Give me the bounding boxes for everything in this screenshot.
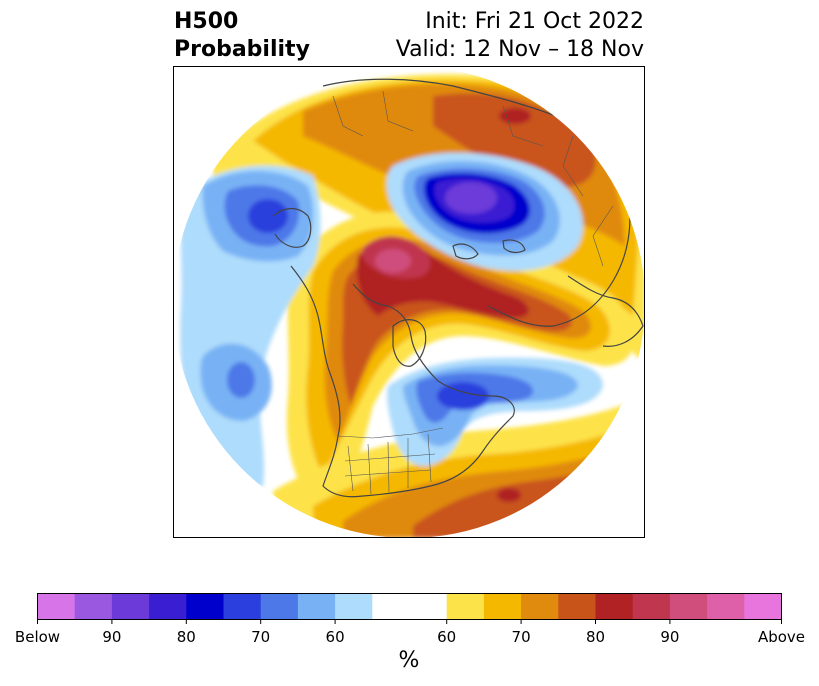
coastline-north-america <box>290 265 515 498</box>
colorbar-swatch-neutral <box>372 593 448 620</box>
coastline-alaska <box>272 207 312 248</box>
colorbar-swatch-above-1 <box>446 593 485 620</box>
colorbar-swatch-below-3 <box>111 593 150 620</box>
colorbar-swatch-above-6 <box>632 593 671 620</box>
above-max-arctic <box>375 249 411 273</box>
coastline-europe <box>567 275 644 347</box>
colorbar-tick-label: 60 <box>325 628 345 646</box>
border-us-canada <box>337 427 444 439</box>
colorbar-swatch-above-4 <box>558 593 596 620</box>
colorbar <box>37 593 782 624</box>
colorbar-tick-label: 60 <box>437 628 457 646</box>
colorbar-tickmarks <box>37 619 782 624</box>
colorbar-tick-label: 80 <box>585 628 606 646</box>
product-label: Probability <box>174 37 310 62</box>
colorbar-swatch-below-1 <box>37 593 76 620</box>
colorbar-tick-label: 80 <box>176 628 196 646</box>
valid-label: Valid: 12 Nov – 18 Nov <box>395 37 644 62</box>
init-label: Init: Fri 21 Oct 2022 <box>425 9 644 34</box>
colorbar-swatch-below-9 <box>335 593 373 620</box>
colorbar-swatches <box>37 593 782 620</box>
colorbar-tick-label: 90 <box>660 628 680 646</box>
probability-map <box>173 66 645 538</box>
colorbar-tick-label: Below <box>14 628 61 646</box>
above-max-south <box>497 488 521 502</box>
below-min-atlantic <box>437 382 489 410</box>
coastline-greenland <box>392 319 427 367</box>
below-field-pacific-south-core <box>227 362 255 398</box>
colorbar-swatch-above-3 <box>521 593 559 620</box>
variable-label: H500 <box>174 9 239 34</box>
colorbar-frame <box>37 593 782 620</box>
border-eurasia-countries <box>332 90 614 267</box>
map-frame <box>173 66 645 538</box>
colorbar-tick-label: 70 <box>251 628 271 646</box>
above-field-northeast <box>433 93 596 187</box>
colorbar-swatch-below-8 <box>297 593 336 620</box>
political-borders <box>332 90 614 495</box>
colorbar-tick-label: Above <box>757 628 806 646</box>
probability-fields <box>180 74 645 538</box>
colorbar-swatch-above-9 <box>744 593 782 620</box>
colorbar-swatch-below-7 <box>260 593 299 620</box>
globe <box>173 66 645 538</box>
map-title-right: Init: Fri 21 Oct 2022 Valid: 12 Nov – 18… <box>396 8 644 64</box>
colorbar-tick-label: 70 <box>511 628 531 646</box>
colorbar-swatch-below-6 <box>223 593 262 620</box>
colorbar-tick-label: 90 <box>102 628 122 646</box>
map-title-left: H500 Probability <box>174 8 310 64</box>
colorbar-unit-label: % <box>398 648 420 673</box>
below-min-siberia <box>445 182 497 214</box>
colorbar-swatch-below-2 <box>74 593 113 620</box>
below-min-pacific <box>248 199 288 233</box>
border-states-grid <box>344 433 436 495</box>
coastline-arctic-islands <box>452 239 526 260</box>
colorbar-swatch-below-5 <box>186 593 224 620</box>
colorbar-swatch-above-7 <box>669 593 708 620</box>
colorbar-swatch-below-4 <box>149 593 187 620</box>
colorbar-swatch-above-5 <box>595 593 634 620</box>
colorbar-swatch-above-8 <box>707 593 745 620</box>
colorbar-swatch-above-2 <box>483 593 522 620</box>
above-max-northeast <box>499 108 531 124</box>
